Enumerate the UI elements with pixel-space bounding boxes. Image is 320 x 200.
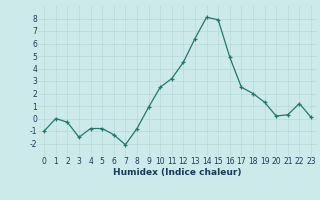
X-axis label: Humidex (Indice chaleur): Humidex (Indice chaleur) [113,168,242,177]
